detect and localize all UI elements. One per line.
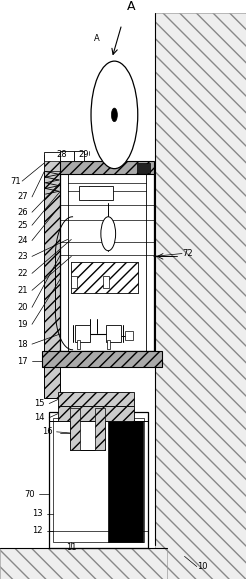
Circle shape [101, 217, 116, 251]
Text: 26: 26 [17, 208, 28, 217]
Bar [71, 262, 138, 293]
Text: 17: 17 [17, 357, 28, 365]
Bar [58, 406, 134, 420]
Text: 20: 20 [17, 303, 28, 312]
Text: 10: 10 [197, 562, 207, 571]
Bar [70, 408, 105, 450]
Text: 29: 29 [79, 150, 89, 159]
Text: A: A [127, 0, 136, 13]
Text: 15: 15 [34, 399, 45, 408]
Text: 18: 18 [17, 340, 28, 349]
Bar [75, 325, 90, 342]
Text: 24: 24 [17, 236, 28, 245]
Text: 28: 28 [57, 150, 67, 159]
Bar [42, 351, 162, 367]
Bar [58, 392, 134, 406]
Text: 21: 21 [17, 286, 28, 295]
Bar [44, 155, 60, 398]
Text: A: A [94, 34, 100, 43]
Bar [107, 340, 110, 349]
Circle shape [91, 61, 138, 168]
Bar [155, 13, 246, 579]
Text: 72: 72 [182, 249, 193, 258]
Bar [60, 171, 154, 351]
Text: 11: 11 [66, 543, 77, 552]
Text: 22: 22 [17, 269, 28, 278]
Bar [70, 408, 80, 450]
Bar [108, 420, 143, 542]
Text: 13: 13 [32, 510, 43, 518]
Bar [60, 161, 154, 174]
Bar [103, 276, 109, 288]
Bar [79, 186, 113, 200]
Text: 19: 19 [17, 320, 28, 329]
Bar [137, 163, 150, 173]
Text: 23: 23 [17, 252, 28, 261]
Bar [71, 262, 138, 293]
Bar [0, 548, 167, 579]
Bar [71, 276, 77, 288]
Bar [44, 152, 60, 163]
Text: 14: 14 [34, 413, 45, 422]
Text: 27: 27 [17, 192, 28, 201]
Bar [49, 412, 148, 548]
Bar [44, 162, 60, 171]
Bar [125, 331, 133, 340]
Bar [74, 151, 84, 162]
Bar [60, 151, 74, 162]
Text: 70: 70 [25, 490, 35, 499]
Bar [77, 340, 80, 349]
Text: 71: 71 [10, 177, 20, 186]
Text: 25: 25 [17, 221, 28, 230]
Text: 16: 16 [42, 427, 52, 437]
Bar [53, 417, 144, 542]
Circle shape [111, 108, 117, 122]
Bar [106, 325, 121, 342]
Text: 12: 12 [32, 526, 43, 536]
Bar [95, 408, 105, 450]
